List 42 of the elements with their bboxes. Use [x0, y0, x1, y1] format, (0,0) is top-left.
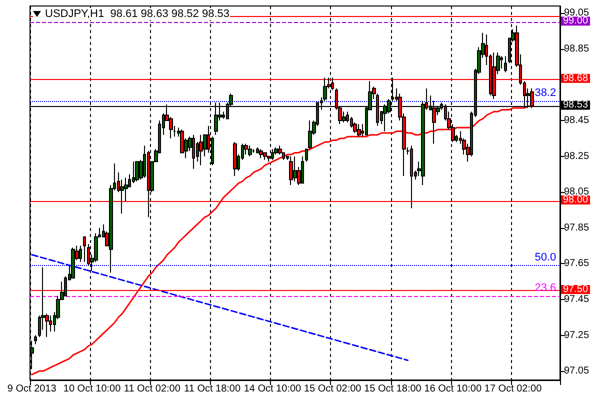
- candlestick: [357, 124, 361, 138]
- chart-title: USDJPY,H1 98.61 98.63 98.52 98.53: [45, 8, 230, 20]
- y-tick-label: 98.25: [564, 150, 590, 162]
- x-tick-label: 11 Oct 02:00: [124, 384, 181, 394]
- candlestick: [199, 134, 203, 166]
- candlestick: [248, 145, 252, 157]
- candlestick: [293, 156, 297, 182]
- x-tick-label: 14 Oct 10:00: [244, 384, 302, 394]
- candlestick: [83, 236, 86, 262]
- candlestick: [504, 56, 507, 73]
- x-tick-label: 11 Oct 18:00: [184, 384, 241, 394]
- y-tick-label: 97.45: [564, 294, 590, 305]
- candlestick: [71, 247, 75, 278]
- y-tick-label: 97.65: [564, 258, 590, 270]
- x-tick-label: 10 Oct 10:00: [63, 384, 122, 394]
- candlestick: [192, 134, 195, 170]
- x-tick-label: 9 Oct 2013: [7, 384, 57, 394]
- ref-line-label: 99.00: [563, 16, 588, 27]
- candlestick: [263, 152, 267, 160]
- ref-line-label: 98.68: [563, 72, 588, 84]
- candlestick: [34, 334, 37, 345]
- x-tick-label: 15 Oct 02:00: [304, 384, 362, 394]
- y-tick-label: 98.45: [564, 115, 590, 126]
- y-tick-label: 97.85: [564, 222, 590, 234]
- y-tick-label: 97.05: [564, 366, 590, 377]
- annotation: 50.0: [534, 251, 556, 264]
- candlestick: [233, 142, 237, 176]
- y-tick-label: 98.85: [564, 43, 590, 54]
- ref-line-label: 98.53: [563, 100, 588, 111]
- candlestick: [289, 156, 293, 186]
- candlestick: [79, 245, 82, 262]
- y-tick-label: 97.25: [564, 330, 590, 341]
- x-tick-label: 17 Oct 02:00: [484, 384, 542, 394]
- candlestick: [132, 161, 135, 184]
- ref-line-label: 98.00: [563, 194, 588, 206]
- ref-line-label: 97.50: [563, 284, 588, 296]
- candlestick: [259, 148, 263, 159]
- candlestick: [301, 156, 304, 184]
- x-tick-label: 15 Oct 18:00: [364, 384, 422, 394]
- annotation: 38.2: [534, 86, 556, 99]
- candlestick: [135, 161, 139, 182]
- x-tick-label: 16 Oct 10:00: [424, 384, 482, 394]
